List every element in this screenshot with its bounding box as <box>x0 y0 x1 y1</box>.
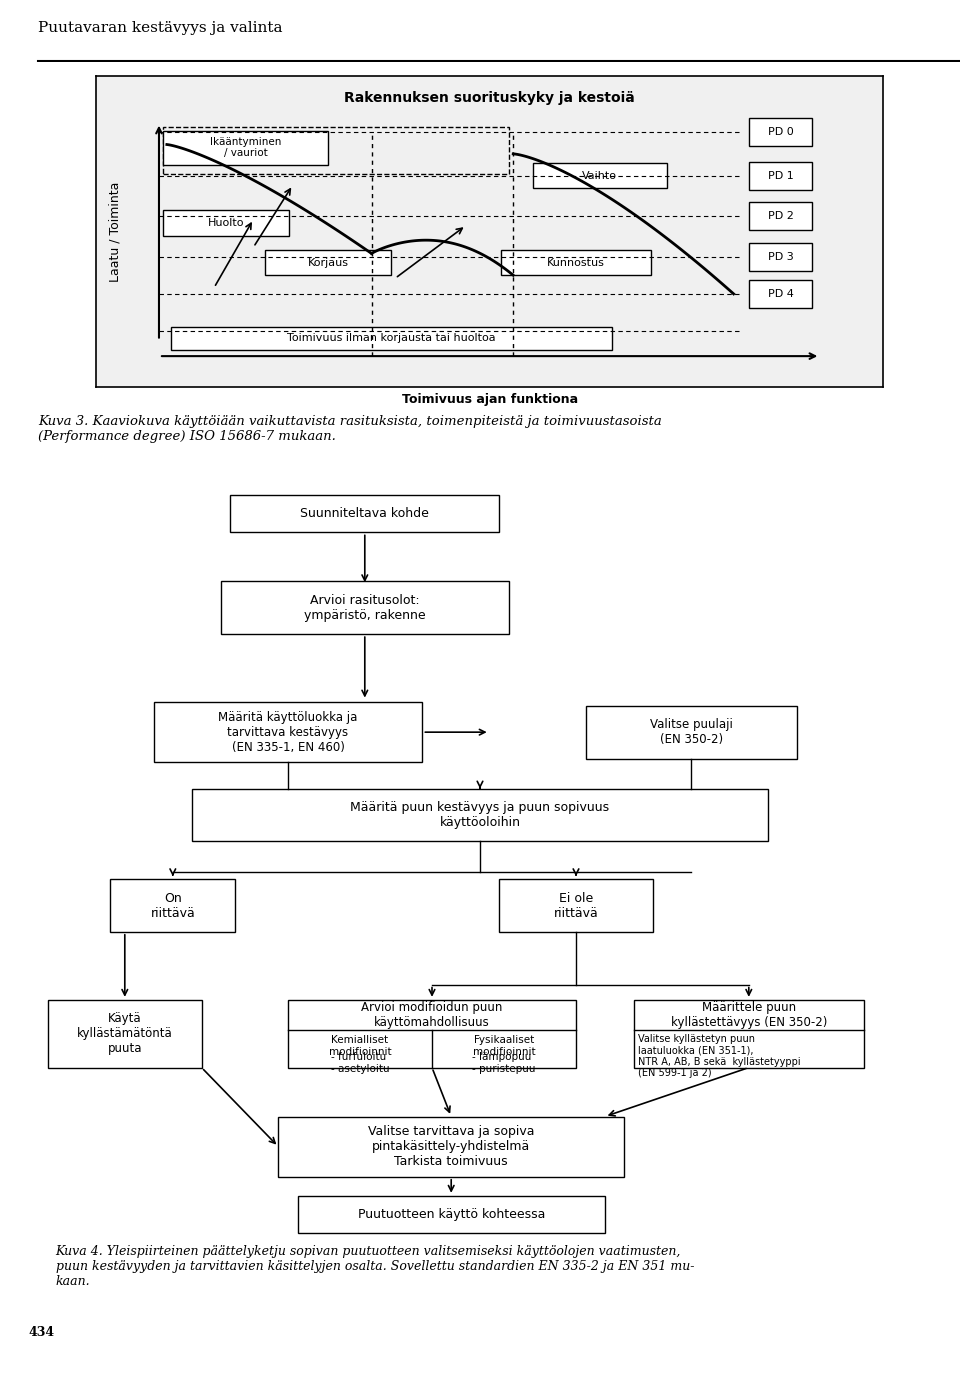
Text: Määritä käyttöluokka ja
tarvittava kestävyys
(EN 335-1, EN 460): Määritä käyttöluokka ja tarvittava kestä… <box>218 711 358 754</box>
Text: Käytä
kyllästämätöntä
puuta: Käytä kyllästämätöntä puuta <box>77 1012 173 1055</box>
Text: Vaihto: Vaihto <box>583 170 617 181</box>
FancyBboxPatch shape <box>298 1196 605 1234</box>
FancyBboxPatch shape <box>154 703 422 762</box>
Text: PD 1: PD 1 <box>768 170 794 181</box>
Text: PD 3: PD 3 <box>768 252 794 261</box>
FancyBboxPatch shape <box>586 705 797 758</box>
Text: Suunniteltava kohde: Suunniteltava kohde <box>300 508 429 520</box>
Text: Valitse tarvittava ja sopiva
pintakäsittely-yhdistelmä
Tarkista toimivuus: Valitse tarvittava ja sopiva pintakäsitt… <box>368 1126 535 1169</box>
Text: Arvioi modifioidun puun
käyttömahdollisuus: Arvioi modifioidun puun käyttömahdollisu… <box>361 1001 503 1029</box>
Text: On
riittävä: On riittävä <box>151 892 195 920</box>
FancyBboxPatch shape <box>634 1000 864 1068</box>
Text: Määrittele puun
kyllästettävyys (EN 350-2): Määrittele puun kyllästettävyys (EN 350-… <box>671 1001 827 1029</box>
FancyBboxPatch shape <box>278 1116 624 1177</box>
FancyBboxPatch shape <box>110 880 235 932</box>
Text: Ikääntyminen
/ vauriot: Ikääntyminen / vauriot <box>210 137 281 159</box>
FancyBboxPatch shape <box>288 1000 576 1068</box>
Text: Määritä puun kestävyys ja puun sopivuus
käyttöoloihin: Määritä puun kestävyys ja puun sopivuus … <box>350 801 610 828</box>
FancyBboxPatch shape <box>750 279 812 308</box>
FancyBboxPatch shape <box>750 118 812 147</box>
Text: 434: 434 <box>29 1325 55 1339</box>
Text: Arvioi rasitusolot:
ympäristö, rakenne: Arvioi rasitusolot: ympäristö, rakenne <box>304 593 425 622</box>
FancyBboxPatch shape <box>750 202 812 230</box>
Text: Toimivuus ajan funktiona: Toimivuus ajan funktiona <box>401 393 578 407</box>
FancyBboxPatch shape <box>163 210 289 236</box>
Text: Valitse puulaji
(EN 350-2): Valitse puulaji (EN 350-2) <box>650 718 732 747</box>
Text: Ei ole
riittävä: Ei ole riittävä <box>554 892 598 920</box>
Text: Korjaus: Korjaus <box>308 257 348 268</box>
Text: PD 4: PD 4 <box>768 289 794 299</box>
Text: Huolto: Huolto <box>207 219 244 228</box>
FancyBboxPatch shape <box>499 880 653 932</box>
Text: Puutavaran kestävyys ja valinta: Puutavaran kestävyys ja valinta <box>38 21 283 35</box>
FancyBboxPatch shape <box>48 1000 202 1068</box>
Text: Puutuotteen käyttö kohteessa: Puutuotteen käyttö kohteessa <box>357 1209 545 1221</box>
Text: Rakennuksen suorituskyky ja kestoiä: Rakennuksen suorituskyky ja kestoiä <box>345 91 635 105</box>
FancyBboxPatch shape <box>533 163 666 188</box>
Text: Fysikaaliset
modifioinnit: Fysikaaliset modifioinnit <box>472 1034 536 1057</box>
FancyBboxPatch shape <box>192 788 768 841</box>
Text: Laatu / Toiminta: Laatu / Toiminta <box>108 181 122 282</box>
FancyBboxPatch shape <box>265 250 392 275</box>
FancyBboxPatch shape <box>750 242 812 271</box>
FancyBboxPatch shape <box>163 130 328 165</box>
Text: PD 2: PD 2 <box>768 212 794 221</box>
Text: - lämpöpuu
- puristepuu: - lämpöpuu - puristepuu <box>472 1052 536 1075</box>
FancyBboxPatch shape <box>230 495 499 532</box>
Text: Valitse kyllästetyn puun
laatuluokka (EN 351-1),
NTR A, AB, B sekä  kyllästetyyp: Valitse kyllästetyn puun laatuluokka (EN… <box>638 1033 801 1079</box>
Text: Kunnostus: Kunnostus <box>547 257 605 268</box>
FancyBboxPatch shape <box>501 250 651 275</box>
FancyBboxPatch shape <box>221 581 509 635</box>
Text: Kuva 4. Yleispiirteinen päättelyketju sopivan puutuotteen valitsemiseksi käyttöo: Kuva 4. Yleispiirteinen päättelyketju so… <box>56 1245 694 1288</box>
Text: - furfuloitu
- asetyloitu: - furfuloitu - asetyloitu <box>330 1052 390 1075</box>
Text: Kuva 3. Kaaviokuva käyttöiään vaikuttavista rasituksista, toimenpiteistä ja toim: Kuva 3. Kaaviokuva käyttöiään vaikuttavi… <box>38 415 662 443</box>
FancyBboxPatch shape <box>171 326 612 350</box>
Text: Kemialliset
modifioinnit: Kemialliset modifioinnit <box>328 1034 392 1057</box>
FancyBboxPatch shape <box>750 162 812 189</box>
Text: PD 0: PD 0 <box>768 127 794 137</box>
Text: Toimivuus ilman korjausta tai huoltoa: Toimivuus ilman korjausta tai huoltoa <box>287 333 495 343</box>
